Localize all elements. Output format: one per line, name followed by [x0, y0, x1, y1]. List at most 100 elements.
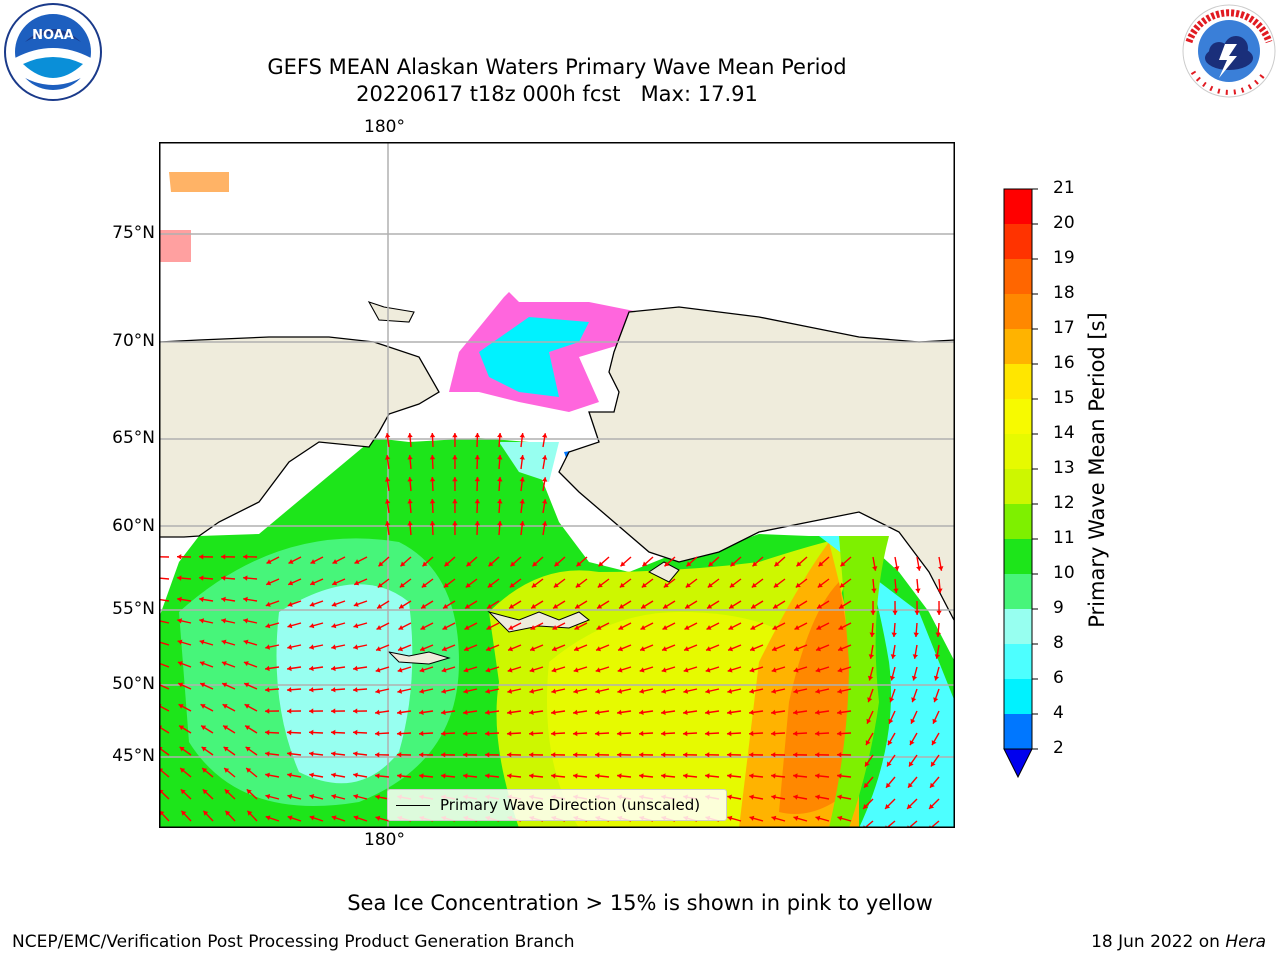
- wave-arrow-head: [463, 752, 468, 758]
- wave-arrow-head: [793, 709, 798, 715]
- wave-arrow-head: [441, 730, 446, 737]
- wave-arrow-head: [530, 625, 536, 630]
- wave-arrow-head: [749, 709, 754, 715]
- wave-arrow-head: [542, 433, 548, 438]
- wave-arrow-head: [869, 632, 875, 637]
- period-band-18s: [779, 582, 859, 814]
- wave-arrow-head: [573, 688, 579, 694]
- wave-arrow-head: [464, 646, 469, 652]
- wave-arrow-head: [265, 687, 270, 693]
- wave-arrow-head: [529, 709, 534, 715]
- colorbar-tick-label: 8: [1053, 633, 1064, 653]
- wave-arrow-head: [816, 625, 822, 630]
- wave-arrow-head: [865, 740, 871, 746]
- wave-arrow-head: [662, 625, 668, 630]
- wave-arrow-head: [419, 709, 424, 715]
- wave-arrow-head: [793, 752, 798, 758]
- colorbar-segment: [1004, 644, 1032, 679]
- wave-arrow-head: [466, 561, 472, 567]
- wave-arrow-head: [178, 682, 184, 688]
- wave-arrow-head: [706, 625, 712, 630]
- wave-arrow-head: [429, 433, 436, 438]
- wave-arrow-head: [576, 561, 582, 567]
- wave-arrow-head: [442, 625, 448, 630]
- wave-arrow-head: [287, 815, 293, 821]
- wave-arrow-head: [354, 580, 360, 586]
- wave-arrow-head: [519, 455, 525, 460]
- wave-arrow-head: [419, 667, 425, 673]
- noaa-logo: NOAA: [4, 3, 102, 101]
- colorbar-tick-label: 16: [1053, 353, 1075, 373]
- wave-arrow-head: [287, 601, 293, 607]
- wave-arrow-head: [771, 773, 776, 779]
- colorbar-segment: [1004, 189, 1032, 224]
- wave-arrow-head: [507, 709, 512, 715]
- wave-arrow-head: [933, 697, 939, 703]
- wave-arrow-head: [377, 603, 383, 609]
- title-line-2: 20220617 t18z 000h fcst Max: 17.91: [356, 82, 758, 106]
- wave-arrow-head: [531, 582, 537, 588]
- wave-arrow-head: [683, 709, 688, 715]
- wave-arrow-head: [573, 773, 578, 779]
- wave-arrow-head: [542, 521, 548, 526]
- wave-arrow-head: [353, 687, 358, 693]
- wave-arrow-head: [619, 603, 625, 609]
- wave-arrow-head: [727, 752, 732, 758]
- lat-label-70: 70°N: [112, 331, 155, 351]
- wave-arrow-head: [751, 582, 757, 588]
- wave-arrow-head: [443, 582, 449, 588]
- wave-arrow-head: [353, 815, 359, 821]
- wave-arrow-head: [707, 582, 713, 588]
- wave-arrow-head: [771, 815, 777, 821]
- wave-arrow-head: [597, 582, 603, 588]
- wave-arrow-head: [837, 730, 842, 737]
- wave-arrow-head: [247, 810, 253, 816]
- wave-arrow-head: [554, 561, 560, 567]
- wave-arrow-head: [727, 773, 732, 779]
- wave-arrow-head: [497, 433, 503, 438]
- wave-arrow-head: [465, 582, 471, 588]
- wave-arrow-head: [222, 682, 228, 688]
- wave-arrow-head: [485, 667, 491, 673]
- wave-arrow-shaft: [907, 820, 918, 828]
- wave-arrow-head: [727, 709, 732, 715]
- wave-arrow-head: [618, 646, 623, 652]
- kodiak-island: [648, 561, 680, 583]
- colorbar-title: Primary Wave Mean Period [s]: [1085, 312, 1109, 628]
- wave-arrow-head: [422, 561, 428, 567]
- wave-arrow-head: [838, 625, 844, 630]
- wave-arrow-head: [617, 667, 623, 673]
- wave-arrow-head: [463, 667, 469, 673]
- wave-arrow-head: [485, 688, 491, 694]
- wave-arrow-shaft: [159, 577, 170, 580]
- wave-arrow-head: [452, 499, 458, 504]
- wave-arrow-head: [529, 730, 534, 737]
- colorbar-extend-triangle: [1003, 748, 1033, 779]
- wave-arrow-head: [870, 610, 876, 615]
- wave-arrow-head: [913, 632, 919, 637]
- wave-arrow-head: [419, 730, 424, 737]
- wave-arrow-head: [815, 709, 820, 715]
- wave-arrow-head: [553, 603, 559, 609]
- wave-arrow-head: [353, 729, 358, 736]
- wave-arrow-head: [749, 688, 755, 694]
- wave-arrow-head: [816, 646, 821, 652]
- wave-arrow-head: [463, 773, 468, 779]
- wave-arrow-head: [463, 730, 468, 737]
- colorbar-segment: [1004, 434, 1032, 469]
- wave-arrow-shaft: [159, 704, 170, 712]
- wave-arrow-head: [892, 610, 898, 615]
- wave-arrow-head: [266, 580, 272, 586]
- wave-arrow-head: [419, 688, 425, 694]
- wave-arrow-head: [864, 782, 869, 788]
- wave-arrow-head: [243, 554, 248, 560]
- wave-arrow-head: [474, 433, 480, 438]
- wave-arrow-head: [331, 623, 337, 629]
- wave-arrow-head: [221, 575, 226, 581]
- wave-arrow-head: [727, 667, 733, 673]
- wave-arrow-head: [287, 623, 293, 629]
- wave-arrow-head: [331, 729, 336, 736]
- lat-label-50: 50°N: [112, 674, 155, 694]
- wave-arrow-head: [180, 789, 186, 795]
- wave-arrow-head: [617, 709, 622, 715]
